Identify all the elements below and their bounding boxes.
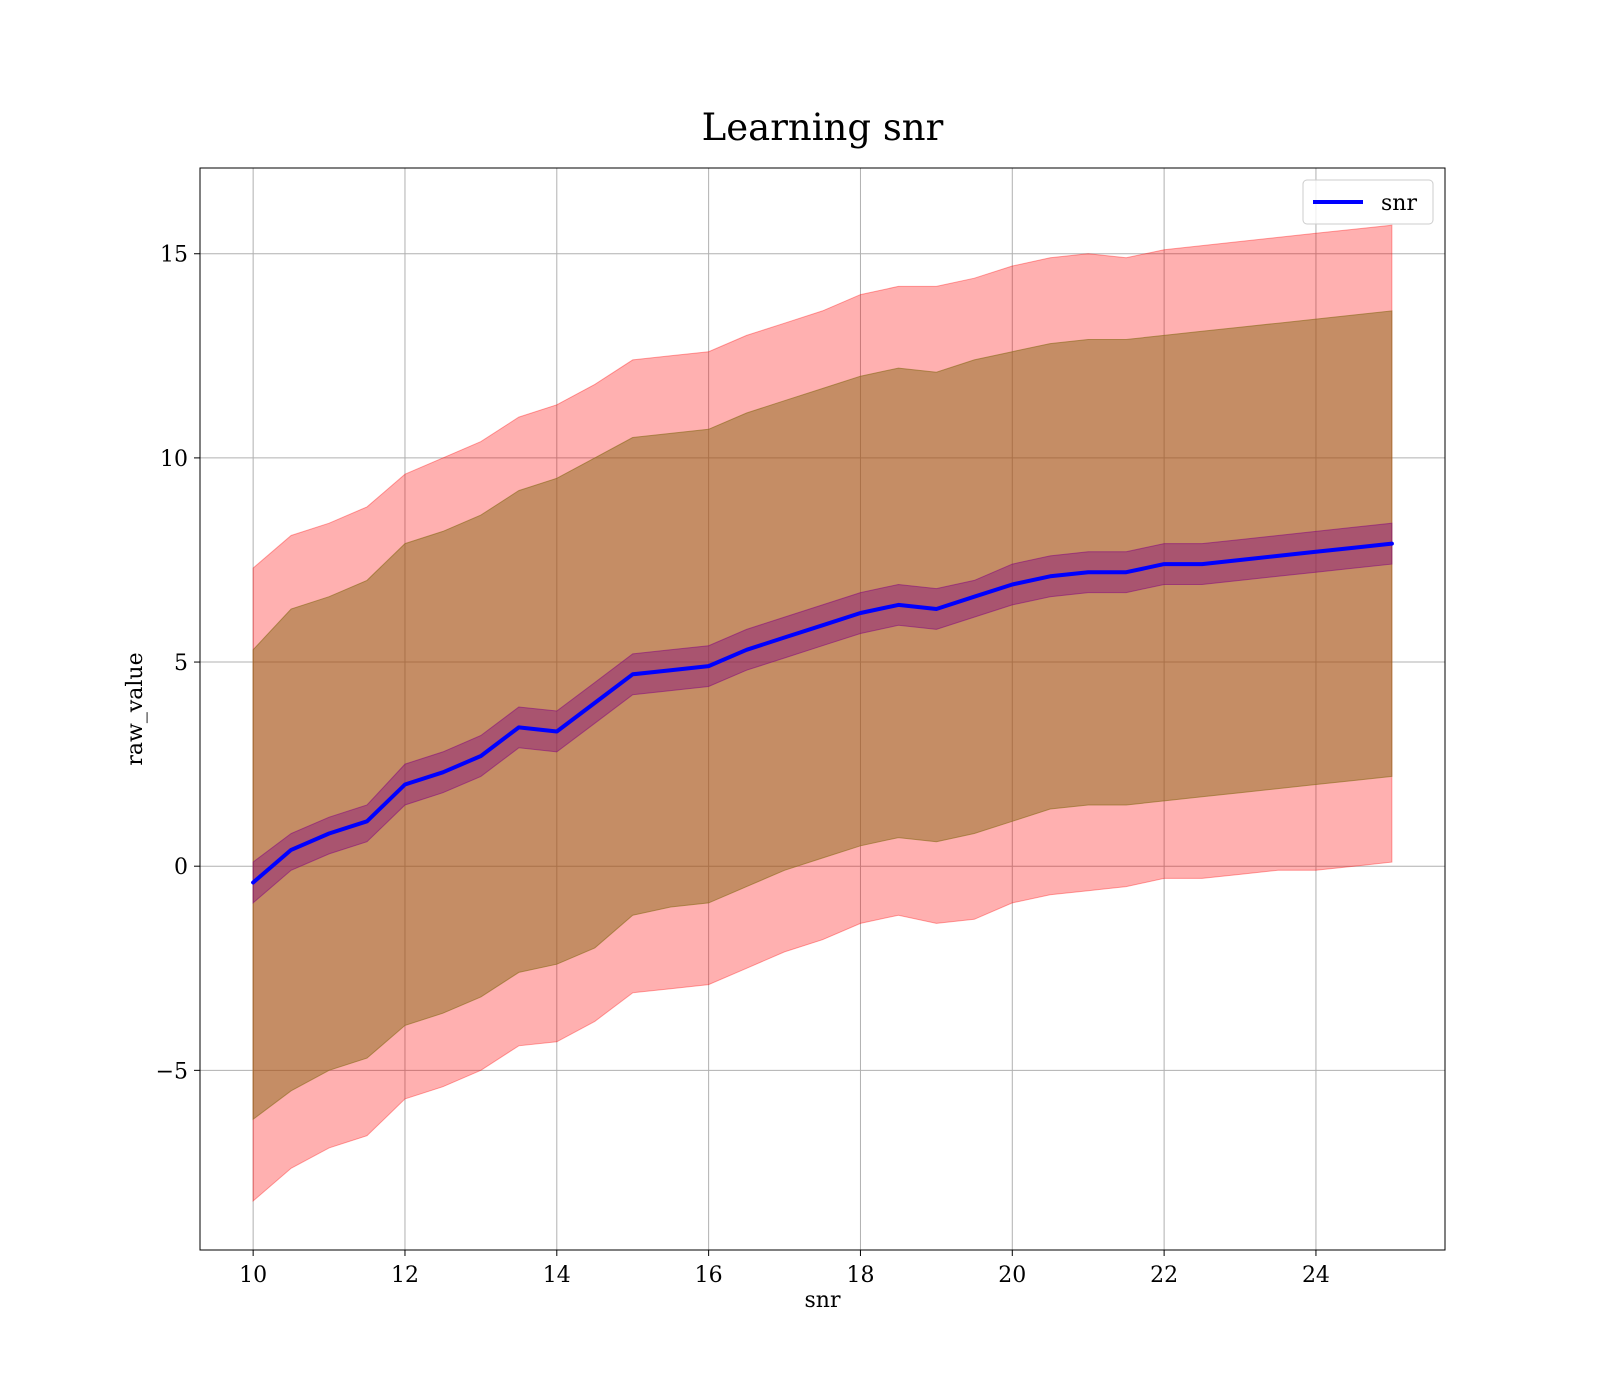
x-tick-label: 14 [543,1263,571,1288]
x-tick-label: 10 [239,1263,267,1288]
x-tick-label: 24 [1302,1263,1330,1288]
y-axis-title: raw_value [123,652,148,765]
ticks: 10 12 14 16 18 20 22 24 −5 0 5 10 15 [156,243,1330,1288]
series-lines [251,541,1394,885]
chart-title: Learning snr [702,106,944,149]
legend-box [1302,179,1434,225]
x-tick-label: 16 [695,1263,723,1288]
middle-band [252,310,1393,1121]
x-tick-label: 20 [998,1263,1026,1288]
bands [252,224,1393,1203]
plot-frame [199,167,1446,1251]
y-tick-label: 10 [160,447,188,472]
y-tick-label: 15 [160,243,188,268]
x-tick-label: 12 [391,1263,419,1288]
x-axis-title: snr [805,1288,841,1313]
x-tick-label: 22 [1150,1263,1178,1288]
legend: snr [1302,179,1434,225]
x-tick-label: 18 [846,1263,874,1288]
inner-band [252,522,1393,904]
y-tick-label: 0 [174,855,188,880]
y-tick-label: −5 [156,1059,188,1084]
series-line-snr [251,541,1394,885]
y-tick-label: 5 [174,651,188,676]
legend-label-snr: snr [1381,191,1417,216]
